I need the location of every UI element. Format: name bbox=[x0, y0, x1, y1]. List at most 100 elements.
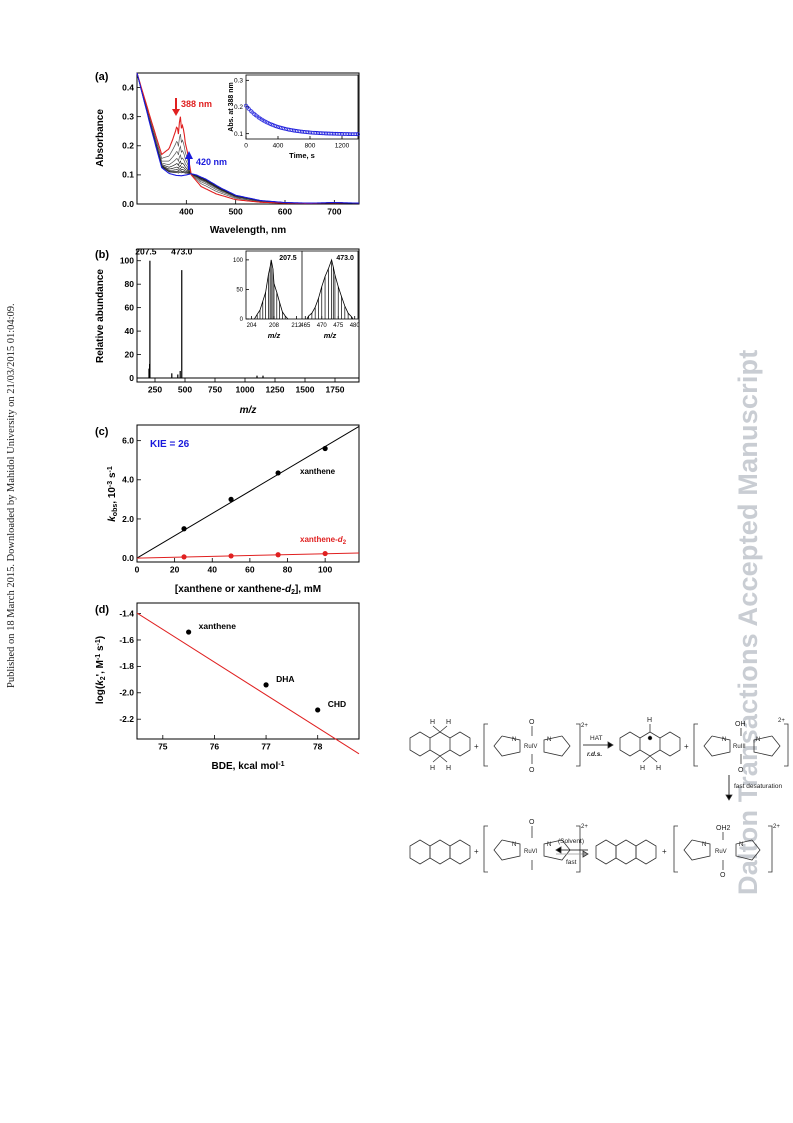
y-tick-label: 0.1 bbox=[122, 170, 134, 180]
y-tick-label: 0 bbox=[129, 373, 134, 383]
data-point bbox=[275, 470, 281, 476]
x-tick-label: 208 bbox=[269, 323, 280, 329]
y-tick-label: 0.3 bbox=[234, 78, 243, 85]
x-tick-label: 500 bbox=[229, 207, 243, 217]
atom-Ru: RuVI bbox=[524, 849, 538, 855]
inset-a-ylabel: Abs. at 388 nm bbox=[228, 82, 235, 131]
panel-c-axes: 0 20 40 60 80 100 0.0 2.0 4.0 6.0 bbox=[122, 435, 332, 574]
anthracene-structure-left bbox=[409, 839, 471, 865]
xanthyl-radical-structure bbox=[619, 724, 681, 763]
panel-a-inset: 0 400 800 1200 0.1 0.2 0.3 Time, s Abs. at 388… bbox=[228, 74, 360, 160]
panel-d-axes: 75 76 77 78 -1.4 -1.6 -1.8 -2.0 -2.2 bbox=[119, 608, 322, 751]
hat-arrow bbox=[583, 741, 614, 749]
y-tick-label: -2.2 bbox=[119, 714, 134, 724]
y-tick-label: 0.2 bbox=[122, 141, 134, 151]
x-tick-label: 470 bbox=[317, 323, 328, 329]
atom-Ru: RuIII bbox=[733, 744, 746, 750]
x-tick-label: 600 bbox=[278, 207, 292, 217]
panel-b: (b) 250 500 750 1000 1250 1500 175002040608010… bbox=[95, 247, 360, 416]
inset-a-xlabel: Time, s bbox=[289, 151, 315, 160]
y-tick-label: 100 bbox=[233, 258, 244, 264]
data-point bbox=[228, 496, 234, 502]
y-tick-label: -1.6 bbox=[119, 635, 134, 645]
y-tick-label: -1.4 bbox=[119, 608, 134, 618]
xanthene-structure bbox=[409, 725, 471, 763]
x-tick-label: 77 bbox=[261, 742, 271, 752]
peak-label: 473.0 bbox=[171, 247, 193, 257]
panel-a-ylabel: Absorbance bbox=[95, 109, 106, 167]
atom-N: N bbox=[512, 842, 516, 848]
panel-c: (c) 0 20 40 60 80 100 0.0 2.0 4.0 6.0 KIE = 26 xa… bbox=[95, 424, 360, 596]
arrow-388 bbox=[172, 98, 180, 116]
inset-peak-label: 207.5 bbox=[279, 255, 297, 262]
panel-c-frame bbox=[136, 424, 360, 563]
panel-a-label: (a) bbox=[95, 71, 109, 83]
point-label: xanthene bbox=[199, 621, 237, 631]
y-tick-label: 0.1 bbox=[234, 131, 243, 138]
y-tick-label: 0.4 bbox=[122, 82, 134, 92]
y-tick-label: 6.0 bbox=[122, 435, 134, 445]
data-point bbox=[181, 526, 187, 532]
series-label-xanthene-d2: xanthene-d2 bbox=[300, 535, 347, 546]
data-point bbox=[181, 554, 187, 560]
y-tick-label: 0.0 bbox=[122, 553, 134, 563]
x-tick-label: 40 bbox=[208, 565, 218, 575]
panel-a-plot bbox=[136, 72, 359, 204]
panel-b-xlabel: m/z bbox=[240, 405, 257, 416]
panel-b-label: (b) bbox=[95, 249, 109, 261]
x-tick-label: 20 bbox=[170, 565, 180, 575]
atom-N: N bbox=[512, 737, 516, 743]
y-tick-label: 0.2 bbox=[234, 104, 243, 111]
panel-b-inset-plot: 204 208 212 0 50 100 207.5 465 470 475 480 473.0 bbox=[233, 255, 360, 329]
solvent-label: (Solvent) bbox=[558, 838, 584, 845]
desaturation-label: fast desaturation bbox=[734, 783, 782, 790]
atom-H: H bbox=[446, 719, 451, 726]
y-tick-label: 0 bbox=[240, 317, 244, 323]
atom-O: O bbox=[738, 767, 744, 774]
panel-b-ylabel: Relative abundance bbox=[95, 269, 106, 363]
x-tick-label: 80 bbox=[283, 565, 293, 575]
panel-d-xlabel: BDE, kcal mol-1 bbox=[212, 761, 285, 772]
x-tick-label: 475 bbox=[333, 323, 344, 329]
fit-line bbox=[136, 552, 360, 559]
panel-a: (a) 400 500 600 700 0.0 0.1 0.2 0.3 0.4 Waveleng… bbox=[95, 71, 360, 236]
x-tick-label: 100 bbox=[318, 565, 332, 575]
atom-OH2: OH2 bbox=[716, 825, 731, 832]
kie-annotation: KIE = 26 bbox=[150, 439, 190, 450]
x-tick-label: 700 bbox=[327, 207, 341, 217]
panel-c-ylabel: kobs, 10-3 s-1 bbox=[107, 466, 119, 522]
data-point bbox=[263, 682, 269, 688]
data-point bbox=[186, 629, 192, 635]
atom-O: O bbox=[529, 819, 535, 826]
plus-sign: + bbox=[474, 847, 479, 856]
fit-line bbox=[136, 612, 360, 755]
data-point bbox=[322, 550, 328, 557]
y-tick-label: -1.8 bbox=[119, 661, 134, 671]
ru-complex-2 bbox=[693, 723, 789, 767]
charge: 2+ bbox=[773, 824, 780, 830]
atom-N: N bbox=[722, 737, 726, 743]
y-tick-label: 0.3 bbox=[122, 112, 134, 122]
atom-N: N bbox=[739, 842, 743, 848]
x-tick-label: 480 bbox=[350, 323, 361, 329]
data-point bbox=[315, 707, 321, 713]
atom-N: N bbox=[547, 737, 551, 743]
inset-b1-xlabel: m/z bbox=[268, 331, 281, 340]
y-tick-label: 50 bbox=[236, 287, 243, 293]
panel-c-label: (c) bbox=[95, 426, 109, 438]
ru-complex-4 bbox=[673, 825, 773, 873]
y-tick-label: 2.0 bbox=[122, 514, 134, 524]
ru-complex-3 bbox=[483, 825, 581, 873]
inset-data-point bbox=[354, 132, 359, 137]
x-tick-label: 78 bbox=[313, 742, 323, 752]
peak-label: 207.5 bbox=[135, 247, 157, 257]
panel-d-ylabel: log(k2', M-1 s-1) bbox=[95, 636, 107, 704]
ru-complex-1 bbox=[483, 723, 581, 767]
atom-O: O bbox=[720, 872, 726, 879]
data-point bbox=[275, 552, 281, 558]
y-tick-label: 100 bbox=[120, 256, 134, 266]
fast-label: fast bbox=[566, 859, 577, 866]
x-tick-label: 75 bbox=[158, 742, 168, 752]
inset-data-point bbox=[356, 132, 360, 137]
